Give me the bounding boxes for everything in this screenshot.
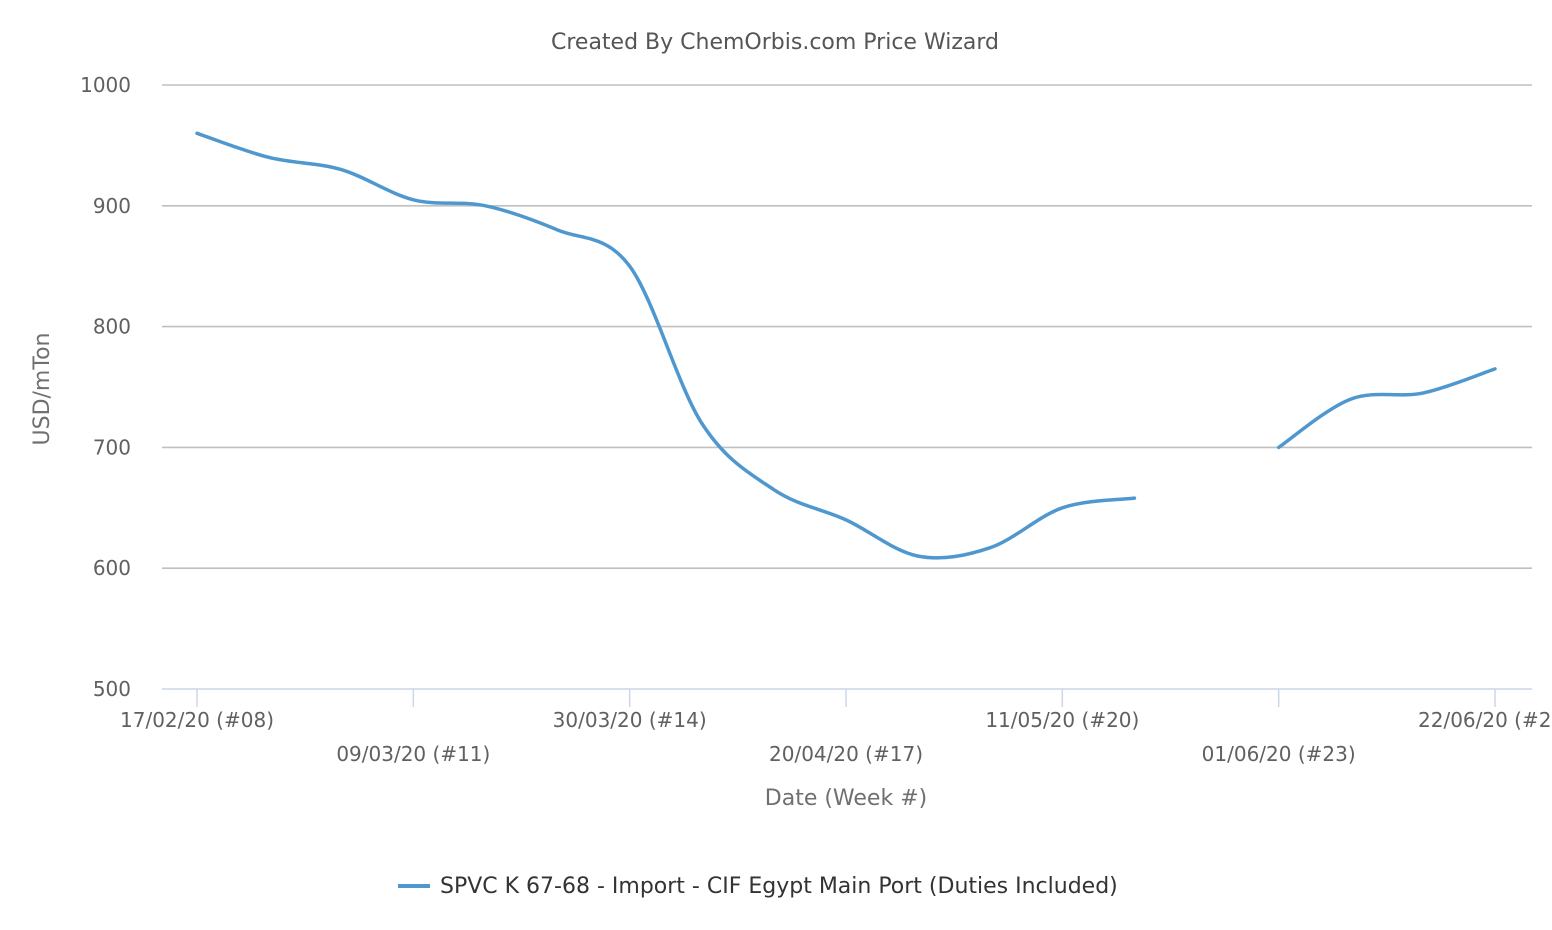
series-layer <box>195 131 1497 560</box>
x-tick-label: 01/06/20 (#23) <box>1202 742 1356 766</box>
y-tick-label: 500 <box>93 677 131 701</box>
series-line[interactable] <box>195 131 1137 560</box>
legend-label[interactable]: SPVC K 67-68 - Import - CIF Egypt Main P… <box>440 874 1118 899</box>
y-tick-label: 900 <box>93 194 131 218</box>
chart-title: Created By ChemOrbis.com Price Wizard <box>551 30 999 55</box>
x-tick-label: 30/03/20 (#14) <box>553 708 707 732</box>
y-tick-label: 700 <box>93 435 131 459</box>
x-tick-label: 22/06/20 (#26) <box>1418 708 1552 732</box>
x-tick-label: 17/02/20 (#08) <box>120 708 274 732</box>
legend[interactable]: SPVC K 67-68 - Import - CIF Egypt Main P… <box>398 874 1118 899</box>
x-axis-ticks: 17/02/20 (#08) 09/03/20 (#11) 30/03/20 (#1… <box>120 689 1552 766</box>
x-tick-label: 09/03/20 (#11) <box>336 742 490 766</box>
grid-lines <box>162 84 1532 570</box>
series-line[interactable] <box>1276 367 1497 450</box>
y-tick-label: 800 <box>93 315 131 339</box>
y-axis-tick-labels: 500 600 700 800 900 1000 <box>80 73 131 701</box>
y-tick-label: 600 <box>93 556 131 580</box>
y-axis-title: USD/mTon <box>30 333 55 446</box>
x-tick-label: 20/04/20 (#17) <box>769 742 923 766</box>
x-axis-title: Date (Week #) <box>765 786 927 811</box>
y-tick-label: 1000 <box>80 73 131 97</box>
x-tick-label: 11/05/20 (#20) <box>985 708 1139 732</box>
